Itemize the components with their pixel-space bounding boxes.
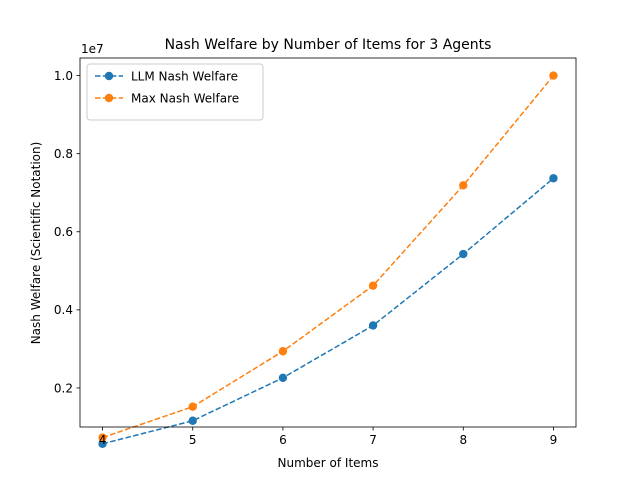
x-tick-label-1: 5	[189, 433, 197, 447]
series-1-point-4	[459, 181, 468, 190]
plot-area	[98, 71, 558, 448]
y-tick-label-4: 1.0	[54, 69, 73, 83]
series-0-point-3	[368, 321, 378, 330]
legend-box	[86, 63, 264, 121]
x-tick-label-4: 8	[459, 433, 467, 447]
x-tick-label-3: 7	[369, 433, 377, 447]
legend: LLM Nash Welfare Max Nash Welfare	[86, 63, 264, 121]
series-0-point-0	[98, 439, 107, 448]
series-0-point-5	[549, 174, 558, 183]
y-tick-label-3: 0.8	[54, 147, 73, 161]
axes-frame	[79, 57, 577, 428]
series-0-point-2	[278, 373, 288, 382]
y-axis-label: Nash Welfare (Scientific Notation)	[29, 142, 43, 345]
series-1-point-2	[278, 347, 288, 356]
series-1-point-3	[368, 281, 378, 290]
legend-marker-1	[104, 93, 114, 103]
series-0-point-4	[459, 249, 468, 259]
x-tick-label-0: 4	[99, 433, 107, 447]
series-line-1	[102, 75, 555, 439]
legend-marker-0	[104, 71, 114, 81]
x-tick-label-5: 9	[550, 433, 558, 447]
y-tick-label-0: 0.2	[54, 381, 73, 395]
axes: 4 5 6 7 8 9 0.2 0.4 0.6 0.8 1.0	[54, 57, 577, 447]
legend-label-0: LLM Nash Welfare	[131, 69, 238, 83]
chart-title: Nash Welfare by Number of Items for 3 Ag…	[165, 37, 492, 53]
series-0-point-1	[188, 416, 197, 425]
y-tick-label-2: 0.6	[54, 225, 73, 239]
x-axis-label: Number of Items	[278, 456, 379, 470]
series-1-point-1	[188, 402, 197, 411]
y-tick-label-1: 0.4	[54, 303, 73, 317]
series-line-0	[102, 177, 554, 445]
x-tick-label-2: 6	[279, 433, 287, 447]
series-1-point-5	[549, 71, 558, 80]
series-1-point-0	[98, 433, 107, 442]
y-axis-offset-label: 1e7	[81, 42, 104, 56]
legend-label-1: Max Nash Welfare	[131, 91, 239, 105]
